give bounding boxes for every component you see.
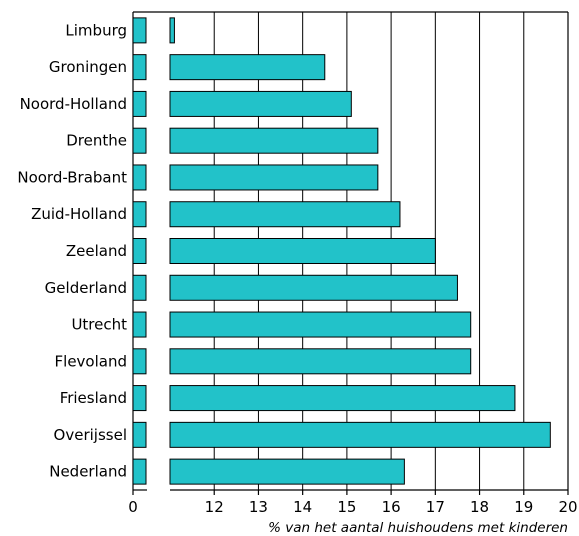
x-axis-ticks: 0 12 13 14 15 16 17 18 19 20 (128, 490, 578, 516)
category-label: Utrecht (71, 316, 127, 334)
bar-stub (132, 421, 147, 448)
bar (169, 238, 436, 264)
category-label: Zeeland (66, 242, 127, 260)
bar (169, 274, 458, 301)
category-label: Groningen (49, 58, 127, 76)
x-tick-label: 18 (470, 498, 489, 516)
x-tick-label: 13 (249, 498, 268, 516)
bar-stub (132, 54, 147, 81)
bar-stub (132, 90, 147, 117)
category-label: Nederland (49, 463, 127, 481)
bar (169, 201, 401, 228)
x-axis-title: % van het aantal huishoudens met kindere… (268, 520, 568, 536)
bar-stub (132, 385, 147, 412)
category-labels: Limburg Groningen Noord-Holland Drenthe Noor… (17, 21, 127, 480)
x-tick-label: 19 (514, 498, 533, 516)
bar (169, 17, 175, 44)
bar (169, 311, 472, 338)
bar-stub (132, 311, 147, 338)
category-label: Zuid-Holland (31, 205, 127, 223)
bar-stub (132, 17, 147, 44)
x-tick-label: 17 (426, 498, 445, 516)
bar-stub (132, 348, 147, 375)
bar (169, 127, 379, 154)
x-tick-label: 20 (558, 498, 577, 516)
x-tick-label: 14 (293, 498, 312, 516)
bar-stub (132, 274, 147, 301)
bar (169, 90, 352, 117)
x-tick-label: 0 (128, 498, 138, 516)
x-tick-label: 15 (337, 498, 356, 516)
bar (169, 164, 379, 191)
bar (169, 421, 551, 448)
bar-stub (132, 201, 147, 228)
bar-stub (132, 458, 147, 485)
bar (169, 54, 326, 81)
x-tick-label: 16 (382, 498, 401, 516)
bar (169, 385, 516, 412)
x-tick-label: 12 (205, 498, 224, 516)
category-label: Noord-Holland (20, 95, 127, 113)
category-label: Noord-Brabant (17, 168, 127, 186)
bars (132, 17, 551, 485)
category-label: Drenthe (66, 132, 127, 150)
category-label: Overijssel (54, 426, 127, 444)
category-label: Limburg (65, 21, 127, 39)
category-label: Friesland (60, 389, 127, 407)
category-label: Flevoland (55, 352, 127, 370)
bar-stub (132, 127, 147, 154)
category-label: Gelderland (45, 279, 127, 297)
bar-stub (132, 238, 147, 264)
bar (169, 348, 472, 375)
bar (169, 458, 405, 485)
bar-stub (132, 164, 147, 191)
